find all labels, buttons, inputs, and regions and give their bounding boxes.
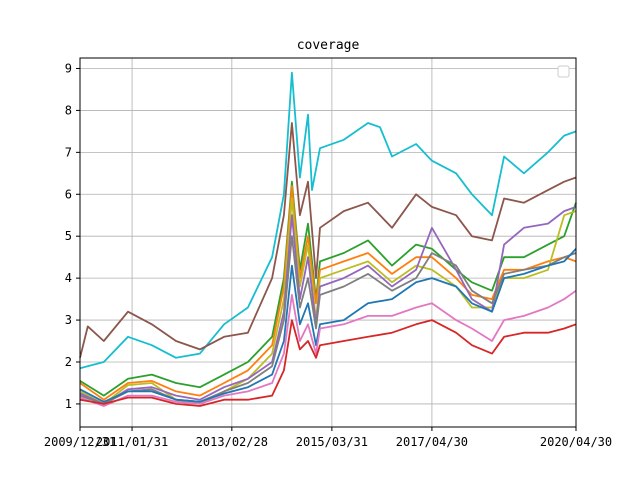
y-tick-label: 3 (65, 313, 72, 327)
grid-lines (79, 58, 577, 427)
x-tick-label: 2009/12/31 (44, 435, 116, 449)
y-tick-label: 6 (65, 187, 72, 201)
y-tick-label: 8 (65, 103, 72, 117)
x-tick-label: 2013/02/28 (196, 435, 268, 449)
y-tick-label: 9 (65, 61, 72, 75)
x-tick-label: 2017/04/30 (396, 435, 468, 449)
series-line (79, 122, 577, 359)
chart-title: coverage (297, 38, 360, 53)
series-line (79, 289, 577, 407)
y-tick-label: 4 (65, 271, 72, 285)
legend-box (557, 65, 570, 78)
x-tick-label: 2011/01/31 (96, 435, 168, 449)
series-lines (79, 71, 577, 407)
series-line (79, 248, 577, 403)
y-axis: 1 2 3 4 5 6 7 8 9 (65, 61, 80, 411)
series-line (79, 197, 577, 405)
plot-frame (79, 57, 577, 428)
series-line (79, 184, 577, 401)
series-line (79, 180, 577, 397)
series-line (79, 319, 577, 407)
y-tick-label: 2 (65, 355, 72, 369)
series-line (79, 71, 577, 370)
y-tick-label: 7 (65, 145, 72, 159)
x-tick-label: 2020/04/30 (540, 435, 612, 449)
y-tick-label: 5 (65, 229, 72, 243)
x-tick-label: 2015/03/31 (296, 435, 368, 449)
y-tick-label: 1 (65, 397, 72, 411)
